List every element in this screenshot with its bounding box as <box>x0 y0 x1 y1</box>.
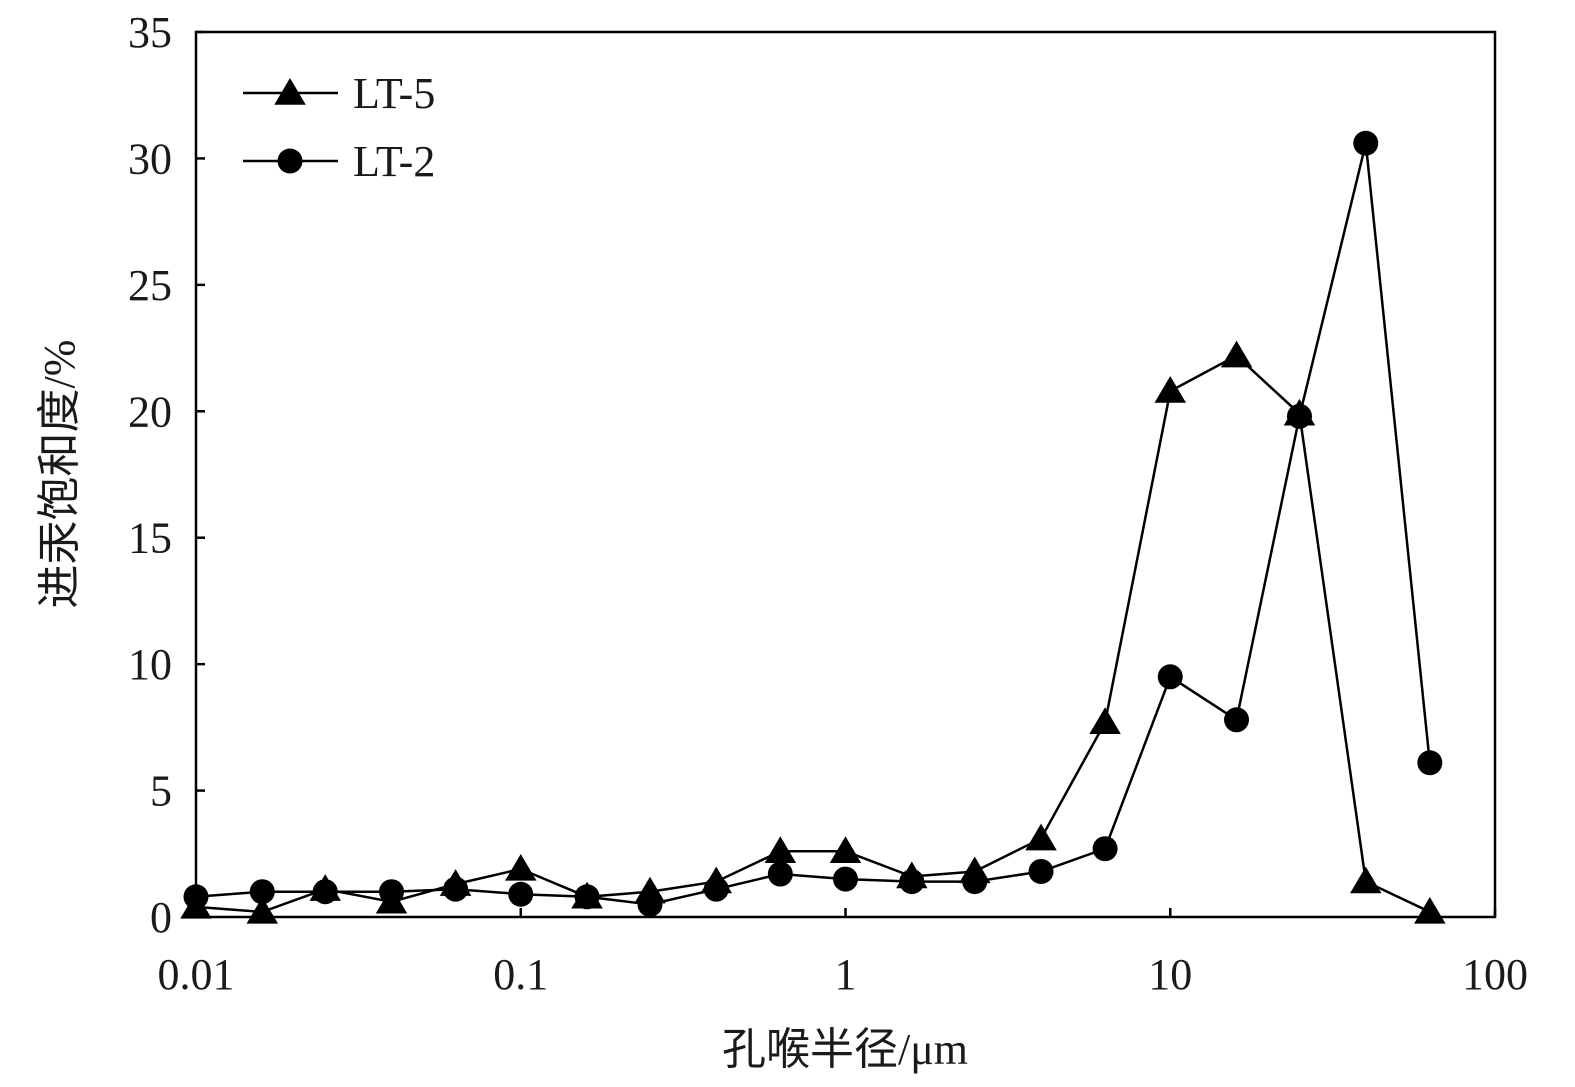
data-point <box>246 896 279 924</box>
data-point <box>637 891 663 917</box>
data-point <box>962 869 988 895</box>
x-tick-label: 0.1 <box>493 950 548 999</box>
data-point <box>1417 750 1443 776</box>
data-point <box>1286 403 1312 429</box>
y-tick-label: 5 <box>150 767 172 816</box>
data-point <box>249 879 275 905</box>
x-tick-label: 100 <box>1462 950 1528 999</box>
data-point <box>505 853 537 881</box>
legend-label: LT-2 <box>353 137 435 186</box>
data-point <box>767 861 793 887</box>
data-point <box>1353 130 1379 156</box>
data-point <box>1089 707 1121 734</box>
y-tick-label: 15 <box>128 514 172 563</box>
x-axis-title: 孔喉半径/μm <box>722 1025 968 1074</box>
series-LT-2 <box>183 130 1443 917</box>
y-tick-label: 35 <box>128 8 172 57</box>
legend-marker <box>277 148 303 174</box>
data-point <box>443 876 469 902</box>
x-tick-label: 0.01 <box>158 950 235 999</box>
data-point <box>899 869 925 895</box>
data-point <box>508 881 534 907</box>
series-line <box>195 354 1431 914</box>
x-tick-label: 10 <box>1148 950 1192 999</box>
legend-marker <box>274 78 306 105</box>
data-point <box>183 884 209 910</box>
y-axis-title: 进汞饱和度/% <box>35 340 84 609</box>
data-point <box>1350 866 1382 894</box>
data-point <box>1025 823 1057 851</box>
data-point <box>1224 707 1250 733</box>
y-tick-label: 30 <box>128 134 172 183</box>
series-layer <box>180 130 1446 924</box>
data-point <box>574 884 600 910</box>
y-tick-label: 10 <box>128 640 172 689</box>
legend-item: LT-2 <box>243 137 435 186</box>
data-point <box>1414 896 1446 924</box>
data-point <box>1157 664 1183 690</box>
x-ticks: 0.01 0.1 1 10 100 <box>158 908 1528 999</box>
legend: LT-5 LT-2 <box>243 69 435 186</box>
data-point <box>1154 376 1186 403</box>
y-tick-label: 20 <box>128 387 172 436</box>
y-tick-label: 25 <box>128 261 172 310</box>
data-point <box>829 836 862 863</box>
y-ticks: 0 5 10 15 20 25 30 35 <box>128 8 205 942</box>
legend-item: LT-5 <box>243 69 435 118</box>
data-point <box>1220 340 1253 368</box>
data-point <box>703 876 729 902</box>
data-point <box>312 879 338 905</box>
data-point <box>1028 858 1054 884</box>
data-point <box>379 879 405 905</box>
data-point <box>833 866 858 892</box>
data-point <box>1092 836 1118 862</box>
legend-label: LT-5 <box>353 69 435 118</box>
y-tick-label: 0 <box>150 893 172 942</box>
series-line <box>195 143 1432 906</box>
x-tick-label: 1 <box>835 950 857 999</box>
data-point <box>764 836 797 863</box>
